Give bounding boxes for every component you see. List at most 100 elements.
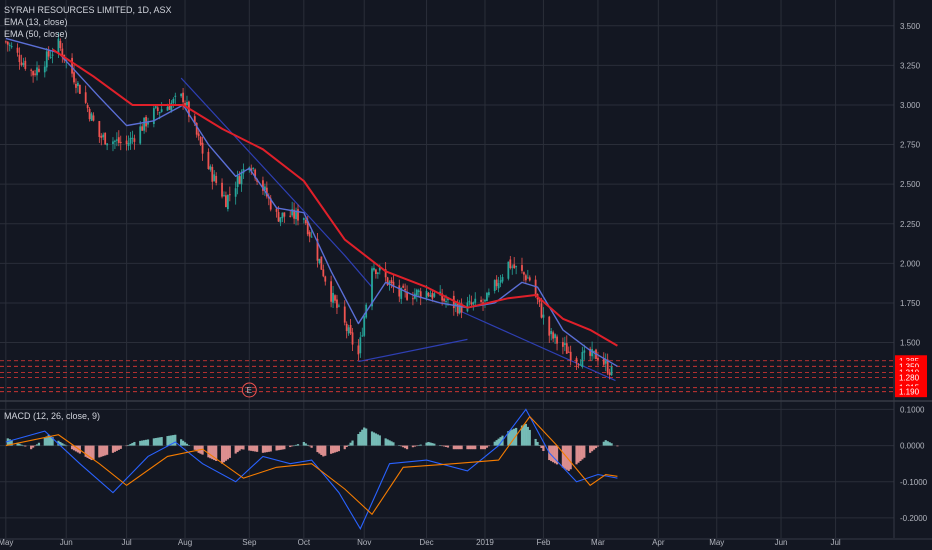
macd-histogram-bar — [575, 445, 578, 465]
time-tick-label: Oct — [298, 538, 311, 547]
macd-histogram-bar — [113, 445, 117, 452]
macd-histogram-bar — [493, 441, 496, 446]
candle-body — [415, 289, 418, 296]
macd-histogram-bar — [180, 439, 183, 446]
candle-body — [45, 51, 48, 68]
macd-histogram-bar — [509, 430, 512, 446]
candle-body — [427, 292, 430, 296]
candle-body — [75, 84, 77, 88]
candle-body — [318, 258, 321, 264]
symbol-legend[interactable]: SYRAH RESOURCES LIMITED, 1D, ASX — [4, 5, 172, 15]
candle-body — [129, 137, 132, 144]
macd-histogram-bar — [405, 445, 409, 450]
trendline[interactable] — [358, 338, 468, 363]
candle-body — [34, 73, 36, 75]
macd-histogram-bar — [456, 445, 459, 450]
macd-histogram-bar — [454, 445, 457, 450]
candle-body — [88, 108, 91, 120]
candle-body — [262, 180, 264, 191]
macd-histogram-bar — [361, 429, 364, 446]
macd-histogram-bar — [166, 436, 169, 446]
time-tick-label: Jun — [60, 538, 73, 547]
macd-line[interactable] — [5, 408, 618, 530]
macd-histogram-bar — [402, 445, 405, 448]
candle-body — [186, 102, 188, 106]
macd-histogram-bar — [540, 445, 543, 448]
macd-histogram-bar — [495, 440, 498, 446]
candle-body — [320, 256, 323, 270]
candle-body — [482, 302, 484, 304]
candle-body — [6, 41, 9, 45]
candle-body — [375, 269, 377, 275]
price-tag[interactable] — [895, 360, 927, 372]
macd-histogram-bar — [433, 443, 436, 446]
macd-histogram-bar — [446, 445, 450, 448]
candle-body — [211, 167, 214, 182]
macd-histogram-bar — [316, 445, 319, 453]
ema50-line[interactable] — [52, 48, 618, 347]
macd-histogram-bar — [86, 445, 89, 458]
macd-histogram-bar — [304, 443, 307, 446]
price-tag[interactable] — [895, 371, 927, 383]
candle-body — [538, 298, 541, 303]
macd-histogram-bar — [374, 433, 378, 446]
price-tick-label: 3.500 — [900, 22, 921, 31]
macd-histogram-bar — [129, 443, 132, 446]
trendline[interactable] — [180, 77, 373, 288]
earnings-marker-icon[interactable] — [241, 382, 257, 398]
macd-histogram-bar — [324, 445, 327, 456]
candle-body — [404, 288, 407, 291]
price-tag[interactable] — [895, 355, 927, 367]
candle-body — [524, 275, 527, 281]
macd-histogram-bar — [472, 445, 475, 450]
macd-histogram-bar — [577, 445, 580, 463]
macd-histogram-bar — [63, 444, 66, 446]
macd-histogram-bar — [168, 435, 171, 446]
candle-body — [373, 267, 375, 271]
macd-legend[interactable]: MACD (12, 26, close, 9) — [4, 411, 101, 421]
candle-body — [388, 281, 391, 285]
macd-histogram-bar — [419, 444, 422, 446]
price-tag[interactable] — [895, 386, 927, 398]
macd-histogram-bar — [102, 445, 105, 457]
candle-body — [468, 300, 471, 303]
signal-line[interactable] — [5, 415, 618, 516]
ema13-legend[interactable]: EMA (13, close) — [4, 17, 68, 27]
macd-histogram-bar — [526, 426, 529, 446]
macd-histogram-bar — [22, 445, 25, 447]
macd-histogram-bar — [400, 445, 403, 447]
macd-histogram-bar — [74, 445, 78, 452]
candle-body — [392, 281, 395, 288]
price-tag-label: 1.350 — [899, 362, 920, 371]
trendline[interactable] — [459, 310, 616, 382]
macd-histogram-bar — [552, 445, 555, 463]
candle-body — [480, 299, 482, 302]
price-tick-label: 2.000 — [900, 259, 921, 268]
macd-histogram-bar — [283, 445, 286, 450]
candle-body — [425, 291, 428, 298]
candle-body — [57, 38, 60, 53]
candle-body — [195, 123, 198, 135]
candle-body — [567, 351, 570, 353]
macd-histogram-bar — [265, 445, 268, 453]
candle-body — [361, 335, 364, 337]
macd-histogram-bar — [160, 437, 163, 446]
macd-histogram-bar — [267, 445, 270, 452]
ema13-line[interactable] — [5, 37, 618, 367]
macd-histogram-bar — [143, 440, 146, 446]
candle-body — [281, 212, 284, 219]
candle-body — [417, 290, 420, 293]
candle-body — [460, 303, 463, 313]
macd-histogram-bar — [98, 445, 101, 458]
macd-histogram-bar — [372, 432, 376, 446]
candle-body — [378, 267, 381, 271]
candle-body — [384, 269, 387, 278]
macd-histogram-bar — [520, 425, 524, 446]
macd-histogram-bar — [261, 445, 265, 453]
candle-body — [283, 212, 286, 217]
candle-body — [398, 285, 401, 297]
ema50-legend[interactable]: EMA (50, close) — [4, 29, 68, 39]
candle-body — [254, 169, 257, 179]
candle-body — [170, 102, 173, 111]
